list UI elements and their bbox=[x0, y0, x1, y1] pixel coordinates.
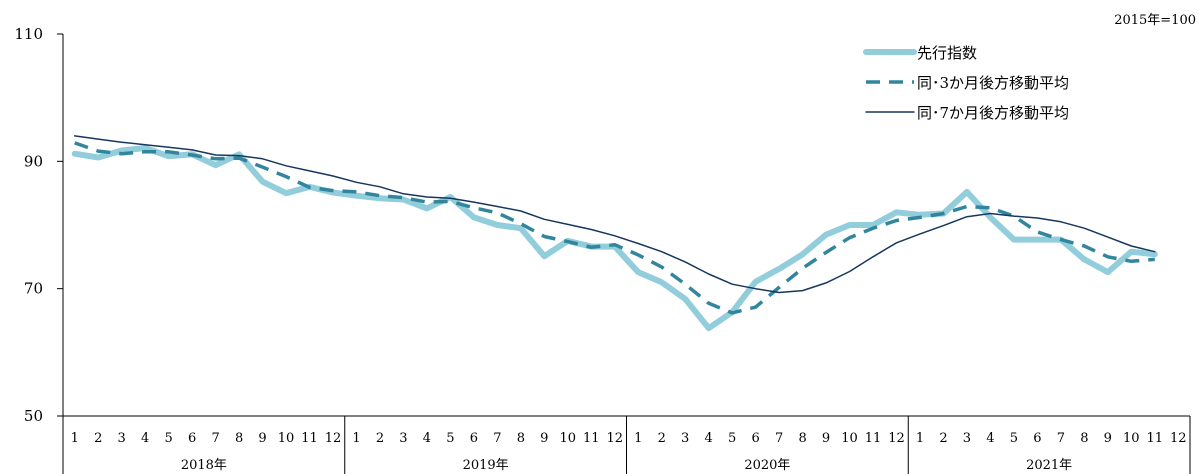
x-tick-label: 6 bbox=[1033, 431, 1041, 446]
y-tick-label: 70 bbox=[24, 280, 43, 298]
y-tick-label: 50 bbox=[24, 407, 43, 425]
x-tick-label: 6 bbox=[188, 431, 196, 446]
year-label: 2018年 bbox=[181, 458, 227, 473]
x-tick-label: 10 bbox=[841, 431, 858, 446]
legend-label-1: 先行指数 bbox=[917, 44, 977, 62]
x-tick-label: 9 bbox=[258, 431, 266, 446]
series-line-2 bbox=[74, 141, 1155, 315]
x-tick-label: 4 bbox=[986, 431, 994, 446]
x-tick-label: 2 bbox=[94, 431, 102, 446]
x-tick-label: 12 bbox=[888, 431, 905, 446]
series-line-3 bbox=[73, 135, 1156, 294]
x-tick-label: 11 bbox=[865, 431, 882, 446]
x-tick-label: 5 bbox=[446, 431, 454, 446]
x-tick-label: 9 bbox=[822, 431, 830, 446]
x-tick-label: 1 bbox=[916, 431, 924, 446]
x-tick-label: 12 bbox=[606, 431, 623, 446]
legend-label-3: 同･7か月後方移動平均 bbox=[917, 104, 1069, 122]
axes bbox=[62, 34, 1191, 474]
x-tick-label: 2 bbox=[376, 431, 384, 446]
x-tick-label: 12 bbox=[325, 431, 342, 446]
year-label: 2019年 bbox=[463, 458, 509, 473]
x-tick-label: 7 bbox=[775, 431, 783, 446]
x-tick-label: 10 bbox=[278, 431, 295, 446]
x-tick-label: 9 bbox=[1104, 431, 1112, 446]
x-tick-label: 3 bbox=[681, 431, 689, 446]
x-tick-label: 4 bbox=[423, 431, 431, 446]
x-tick-label: 8 bbox=[798, 431, 806, 446]
year-label: 2021年 bbox=[1026, 458, 1072, 473]
x-tick-label: 8 bbox=[517, 431, 525, 446]
x-tick-label: 6 bbox=[751, 431, 759, 446]
y-axis-ticks: 50 70 90 110 bbox=[14, 25, 63, 425]
series-line-1 bbox=[71, 145, 1158, 332]
year-label: 2020年 bbox=[744, 458, 790, 473]
x-tick-label: 1 bbox=[71, 431, 79, 446]
x-tick-label: 10 bbox=[560, 431, 577, 446]
x-tick-label: 4 bbox=[705, 431, 713, 446]
x-tick-label: 7 bbox=[493, 431, 501, 446]
x-tick-label: 11 bbox=[1147, 431, 1164, 446]
x-tick-label: 5 bbox=[165, 431, 173, 446]
series-layer bbox=[71, 135, 1158, 332]
x-tick-label: 5 bbox=[1010, 431, 1018, 446]
x-tick-label: 3 bbox=[118, 431, 126, 446]
x-tick-label: 11 bbox=[583, 431, 600, 446]
x-tick-label: 7 bbox=[1057, 431, 1065, 446]
x-tick-label: 2 bbox=[939, 431, 947, 446]
x-tick-label: 8 bbox=[235, 431, 243, 446]
x-tick-label: 2 bbox=[658, 431, 666, 446]
x-tick-label: 9 bbox=[540, 431, 548, 446]
x-tick-label: 7 bbox=[211, 431, 219, 446]
x-tick-label: 6 bbox=[470, 431, 478, 446]
x-tick-label: 10 bbox=[1123, 431, 1140, 446]
y-tick-label: 110 bbox=[14, 25, 43, 43]
x-tick-label: 3 bbox=[399, 431, 407, 446]
x-tick-label: 1 bbox=[352, 431, 360, 446]
x-tick-label: 4 bbox=[141, 431, 149, 446]
x-tick-label: 5 bbox=[728, 431, 736, 446]
legend-label-2: 同･3か月後方移動平均 bbox=[917, 74, 1069, 92]
unit-note: 2015年=100 bbox=[1114, 13, 1196, 28]
x-tick-label: 3 bbox=[963, 431, 971, 446]
x-tick-label: 8 bbox=[1080, 431, 1088, 446]
y-tick-label: 90 bbox=[24, 152, 43, 170]
x-tick-label: 1 bbox=[634, 431, 642, 446]
x-tick-label: 12 bbox=[1170, 431, 1187, 446]
x-tick-label: 11 bbox=[301, 431, 318, 446]
